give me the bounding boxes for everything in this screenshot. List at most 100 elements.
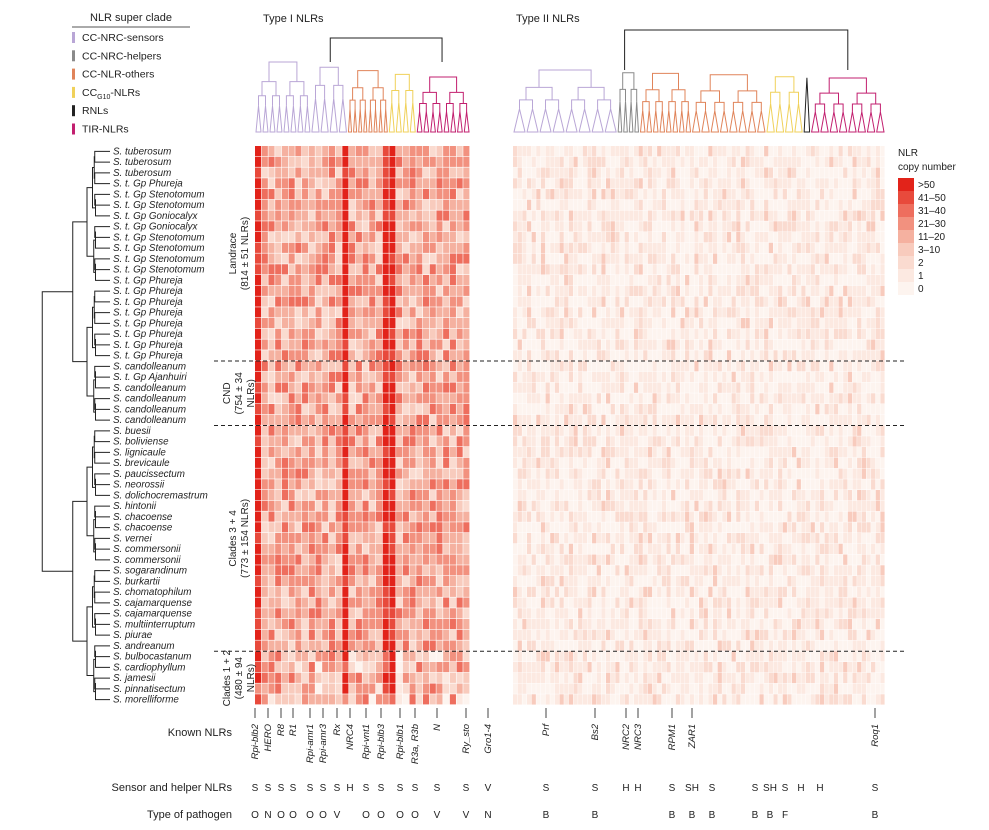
heatmap-cell: [429, 221, 436, 232]
heatmap-cell: [731, 479, 736, 490]
heatmap-cell: [638, 490, 643, 501]
heatmap-cell: [857, 425, 862, 436]
heatmap-cell: [750, 404, 755, 415]
heatmap-cell: [606, 264, 611, 275]
heatmap-cell: [726, 361, 732, 372]
heatmap-cell: [624, 242, 629, 254]
heatmap-cell: [456, 361, 463, 372]
heatmap-cell: [745, 404, 750, 415]
heatmap-cell: [805, 328, 811, 340]
heatmap-cell: [745, 371, 750, 383]
heatmap-cell: [456, 447, 463, 458]
heatmap-cell: [559, 436, 564, 447]
heatmap-cell: [647, 156, 653, 168]
heatmap-cell: [416, 232, 423, 243]
heatmap-cell: [601, 414, 606, 426]
heatmap-cell: [782, 490, 787, 501]
heatmap-cell: [463, 285, 470, 296]
heatmap-cell: [463, 242, 470, 253]
heatmap-cell: [559, 199, 564, 211]
heatmap-cell: [362, 500, 369, 511]
heatmap-cell: [875, 436, 880, 447]
heatmap-cell: [661, 156, 667, 168]
heatmap-cell: [559, 275, 564, 286]
heatmap-cell: [875, 404, 880, 415]
heatmap-cell: [647, 232, 653, 243]
heatmap-cell: [731, 361, 736, 372]
heatmap-cell: [436, 436, 443, 447]
heatmap-cell: [619, 479, 625, 490]
heatmap-cell: [362, 328, 369, 339]
heatmap-cell: [764, 296, 769, 307]
heatmap-cell: [847, 447, 853, 458]
heatmap-cell: [759, 167, 764, 178]
heatmap-cell: [666, 199, 671, 211]
heatmap-cell: [568, 178, 574, 189]
heatmap-cell: [550, 457, 555, 469]
heatmap-cell: [787, 393, 792, 404]
heatmap-cell: [517, 178, 522, 189]
heatmap-cell: [315, 522, 322, 533]
heatmap-cell: [295, 156, 302, 167]
column-leaf-clade: [311, 98, 320, 133]
heatmap-cell: [463, 178, 470, 189]
heatmap-cell: [568, 361, 574, 372]
heatmap-cell: [750, 361, 755, 372]
heatmap-cell: [666, 350, 671, 361]
row-branch: [94, 511, 110, 529]
heatmap-cell: [624, 490, 629, 501]
heatmap-cell: [857, 522, 862, 533]
heatmap-cell: [382, 554, 389, 565]
heatmap-cell: [754, 318, 760, 329]
heatmap-cell: [699, 565, 704, 576]
heatmap-cell: [740, 382, 746, 393]
species-label: S. t. Gp Stenotomum: [113, 254, 204, 265]
heatmap-cell: [880, 232, 885, 243]
heatmap-cell: [288, 425, 295, 436]
heatmap-cell: [322, 253, 329, 264]
species-label: S. boliviense: [113, 437, 169, 448]
heatmap-cell: [550, 554, 555, 565]
heatmap-cell: [449, 425, 456, 436]
heatmap-cell: [540, 543, 546, 555]
heatmap-cell: [513, 199, 518, 211]
heatmap-cell: [880, 221, 885, 232]
heatmap-cell: [801, 468, 806, 479]
heatmap-cell: [638, 479, 643, 490]
heatmap-cell: [443, 167, 450, 178]
heatmap-cell: [801, 285, 806, 297]
heatmap-cell: [592, 167, 597, 178]
heatmap-cell: [302, 522, 309, 533]
heatmap-cell: [633, 436, 639, 447]
heatmap-cell: [629, 264, 634, 275]
heatmap-cell: [740, 543, 746, 555]
heatmap-cell: [268, 178, 275, 189]
heatmap-cell: [564, 178, 569, 189]
heatmap-cell: [540, 522, 546, 533]
heatmap-cell: [396, 189, 403, 200]
heatmap-cell: [750, 339, 755, 350]
heatmap-cell: [261, 404, 268, 415]
heatmap-cell: [349, 361, 356, 372]
heatmap-cell: [671, 468, 676, 479]
heatmap-cell: [463, 554, 470, 565]
heatmap-cell: [295, 210, 302, 221]
heatmap-cell: [657, 468, 662, 479]
heatmap-cell: [531, 511, 536, 522]
heatmap-cell: [362, 318, 369, 329]
heatmap-cell: [712, 232, 718, 243]
heatmap-cell: [773, 318, 778, 329]
heatmap-cell: [564, 576, 569, 587]
heatmap-cell: [875, 361, 880, 372]
heatmap-cell: [601, 382, 606, 393]
heatmap-cell: [726, 339, 732, 350]
legend-swatch: [72, 50, 75, 62]
heatmap-cell: [805, 436, 811, 447]
heatmap-cell: [847, 554, 853, 565]
heatmap-cell: [564, 296, 569, 307]
heatmap-cell: [871, 307, 876, 318]
heatmap-cell: [573, 275, 578, 286]
heatmap-cell: [880, 296, 885, 307]
heatmap-cell: [750, 533, 755, 544]
heatmap-cell: [573, 318, 578, 329]
